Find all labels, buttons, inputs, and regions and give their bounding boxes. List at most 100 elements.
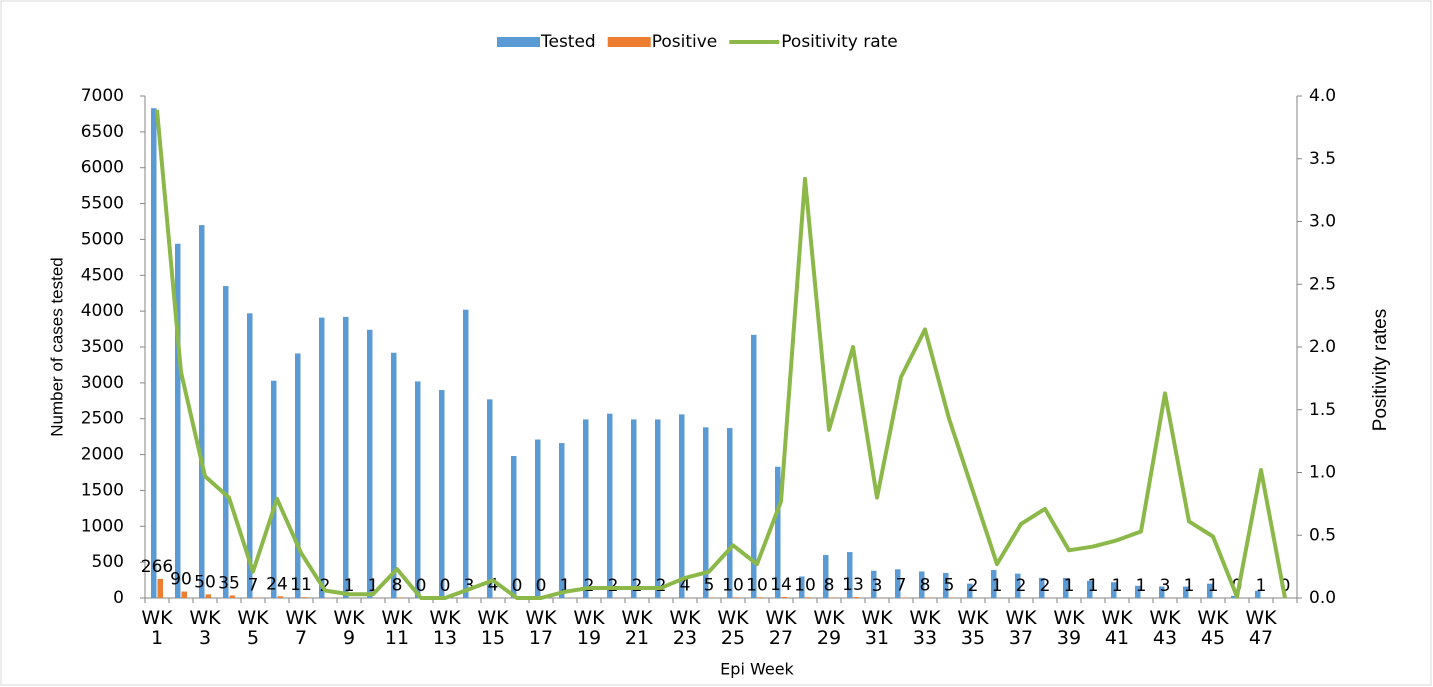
data-label: 3 (464, 576, 475, 596)
x-tick-label: WK 35 (957, 607, 989, 649)
x-tick-label: WK 27 (765, 607, 797, 649)
data-label: 35 (218, 573, 240, 593)
data-label: 14 (770, 575, 792, 595)
data-label: 2 (584, 576, 595, 596)
y-tick-label: 500 (92, 552, 124, 572)
data-label: 0 (416, 576, 427, 596)
data-label: 1 (368, 576, 379, 596)
y2-axis-title: Positivity rates (1370, 309, 1391, 431)
data-label: 2 (1016, 576, 1027, 596)
y2-tick-label: 0.0 (1309, 588, 1336, 608)
bar (823, 554, 829, 598)
bar (253, 597, 259, 598)
bar (175, 243, 181, 598)
y-tick-label: 6000 (81, 158, 124, 178)
x-tick-label: WK 45 (1197, 607, 1229, 649)
y2-tick-label: 3.0 (1309, 212, 1336, 232)
data-label: 0 (440, 576, 451, 596)
x-tick-label: WK 11 (381, 607, 413, 649)
data-label: 8 (392, 575, 403, 595)
bar (199, 225, 205, 599)
bar (223, 286, 229, 598)
data-label: 90 (170, 570, 192, 590)
bar (1111, 582, 1117, 598)
data-label: 5 (944, 576, 955, 596)
data-label: 1 (1064, 576, 1075, 596)
bar (781, 596, 787, 598)
data-label: 50 (194, 572, 216, 592)
data-label: 4 (680, 576, 691, 596)
y2-tick-label: 3.5 (1309, 149, 1336, 169)
x-tick-label: WK 41 (1101, 607, 1133, 649)
x-tick-label: WK 29 (813, 607, 845, 649)
bar (415, 381, 421, 598)
data-label: 24 (266, 574, 288, 594)
x-tick-label: WK 7 (285, 607, 317, 649)
x-tick-label: WK 37 (1005, 607, 1037, 649)
bar (583, 419, 589, 598)
bar (943, 572, 949, 598)
x-tick-label: WK 3 (189, 607, 221, 649)
data-label: 10 (722, 575, 744, 595)
x-tick-label: WK 31 (861, 607, 893, 649)
data-label: 0 (536, 576, 547, 596)
bar (343, 316, 349, 598)
bar (271, 380, 277, 598)
data-label: 5 (704, 576, 715, 596)
bar (439, 390, 445, 598)
y-tick-label: 1500 (81, 480, 124, 500)
y-tick-label: 3500 (81, 337, 124, 357)
bar (181, 591, 187, 598)
legend-label: Positivity rate (781, 32, 897, 52)
bar (1183, 586, 1189, 598)
data-label: 7 (896, 575, 907, 595)
data-label: 0 (512, 576, 523, 596)
bar (853, 597, 859, 598)
data-label: 1 (344, 576, 355, 596)
x-tick-label: WK 25 (717, 607, 749, 649)
bar (1015, 573, 1021, 598)
bar (205, 594, 211, 598)
y-tick-label: 1000 (81, 516, 124, 536)
data-label: 3 (1160, 576, 1171, 596)
x-tick-label: WK 15 (477, 607, 509, 649)
legend-swatch (497, 37, 540, 47)
bar (301, 597, 307, 598)
bar (847, 552, 853, 598)
bar (799, 576, 805, 598)
bar (463, 309, 469, 598)
data-label: 11 (290, 575, 312, 595)
bar (391, 352, 397, 598)
y-tick-label: 2000 (81, 445, 124, 465)
bar (511, 456, 517, 598)
x-tick-label: WK 43 (1149, 607, 1181, 649)
bar (631, 419, 637, 598)
y2-tick-label: 2.0 (1309, 337, 1336, 357)
y2-tick-label: 1.5 (1309, 400, 1336, 420)
bar (1207, 583, 1213, 598)
bar (829, 597, 835, 598)
y-tick-label: 4500 (81, 265, 124, 285)
data-label: 2 (632, 576, 643, 596)
bar (757, 597, 763, 598)
bar (703, 427, 709, 598)
x-tick-label: WK 23 (669, 607, 701, 649)
bar (901, 597, 907, 598)
data-label: 2 (968, 576, 979, 596)
y-tick-label: 6500 (81, 122, 124, 142)
bar (535, 439, 541, 598)
x-tick-label: WK 9 (333, 607, 365, 649)
x-tick-label: WK 1 (141, 607, 173, 649)
bar (925, 597, 931, 598)
y2-tick-label: 2.5 (1309, 274, 1336, 294)
bar (805, 597, 811, 598)
data-label: 1 (1256, 576, 1267, 596)
y-tick-label: 5000 (81, 229, 124, 249)
data-label: 10 (794, 575, 816, 595)
bar (991, 570, 997, 598)
bar (967, 583, 973, 598)
bar (895, 569, 901, 598)
data-label: 3 (872, 576, 883, 596)
